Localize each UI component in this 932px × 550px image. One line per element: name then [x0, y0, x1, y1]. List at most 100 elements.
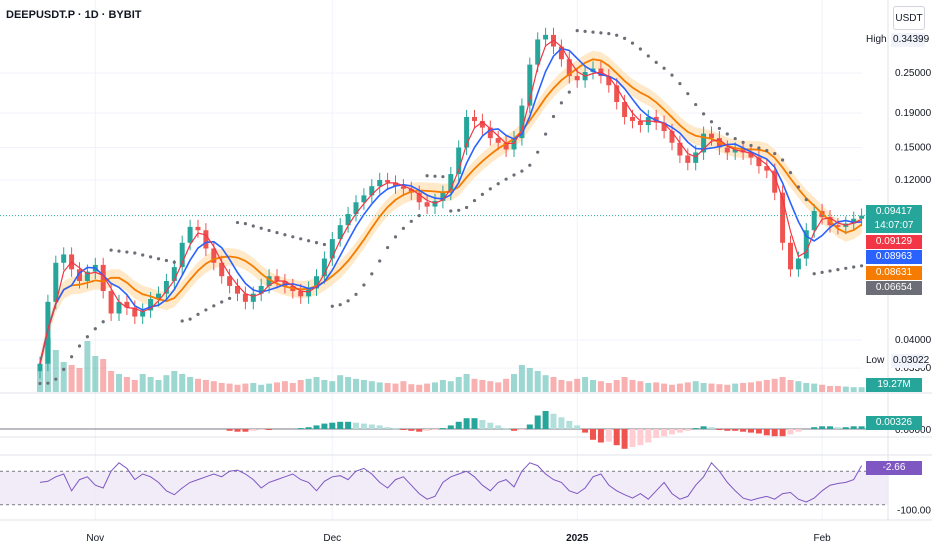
- volume-bar: [811, 383, 818, 392]
- volume-bar: [763, 380, 770, 392]
- volume-bar: [542, 375, 549, 392]
- psar-dot: [433, 174, 437, 178]
- candle-body: [448, 174, 454, 193]
- volume-bar: [803, 383, 810, 392]
- macd-bar: [353, 422, 359, 429]
- psar-dot: [741, 140, 745, 144]
- macd-bar: [597, 429, 604, 443]
- volume-bar: [108, 371, 115, 392]
- macd-bar: [250, 429, 257, 431]
- volume-bar: [732, 383, 739, 392]
- candle-body: [661, 122, 667, 132]
- psar-dot: [378, 259, 382, 263]
- volume-bar: [76, 368, 83, 392]
- volume-bar: [692, 381, 699, 392]
- candle-body: [53, 262, 59, 302]
- macd-bar: [297, 428, 304, 430]
- candle-body: [519, 105, 525, 139]
- macd-bar: [779, 429, 786, 437]
- psar-dot: [749, 143, 753, 148]
- psar-dot: [354, 292, 358, 296]
- macd-bar: [621, 429, 628, 449]
- volume-bar: [479, 380, 486, 392]
- price-tick-label: 0.19000: [895, 108, 932, 119]
- symbol-title[interactable]: DEEPUSDT.P · 1D · BYBIT: [6, 9, 142, 21]
- macd-bar: [590, 429, 596, 440]
- volume-bar: [210, 381, 217, 392]
- candle-body: [630, 116, 635, 121]
- currency-selector[interactable]: USDT: [893, 6, 925, 30]
- candle-body: [37, 363, 43, 372]
- volume-bar: [661, 383, 668, 392]
- candle-body: [140, 310, 146, 317]
- macd-bar: [708, 427, 715, 429]
- volume-bar: [684, 382, 691, 392]
- rsi-line: [39, 461, 863, 503]
- psar-dot: [480, 192, 484, 196]
- volume-bar: [779, 377, 786, 392]
- candle-body: [788, 242, 793, 270]
- psar-dot: [615, 33, 619, 37]
- volume-bar: [850, 387, 857, 392]
- psar-dot: [559, 101, 564, 105]
- psar-dot: [457, 208, 461, 212]
- macd-bar: [455, 421, 462, 429]
- candle-body: [795, 258, 801, 270]
- volume-bar: [187, 377, 194, 392]
- candle-body: [772, 170, 778, 193]
- volume-bar: [202, 380, 209, 392]
- psar-dot: [544, 132, 548, 136]
- volume-bar: [147, 377, 154, 392]
- macd-bar: [748, 429, 754, 433]
- volume-label: 19.27M: [866, 378, 922, 392]
- volume-bar: [582, 377, 589, 392]
- volume-bar: [131, 380, 138, 392]
- volume-bar: [368, 381, 375, 392]
- price-tick-label: 0.12000: [895, 175, 932, 186]
- candle-body: [369, 186, 375, 196]
- candle-body: [408, 188, 414, 193]
- psar-dot: [417, 213, 421, 218]
- psar-dot: [520, 169, 524, 173]
- time-tick-label: 2025: [566, 533, 589, 544]
- macd-bar: [574, 425, 581, 429]
- volume-bar: [827, 386, 833, 392]
- macd-bar: [432, 429, 438, 430]
- price-tick-label: 0.03300: [895, 363, 932, 374]
- candle-body: [479, 120, 485, 128]
- candle-body: [622, 102, 628, 117]
- psar-dot: [133, 251, 137, 255]
- psar-dot: [393, 235, 398, 239]
- volume-bar: [740, 383, 747, 392]
- candle-body: [637, 120, 643, 126]
- macd-bar: [842, 427, 849, 429]
- candle-body: [748, 152, 754, 158]
- macd-bar: [266, 429, 273, 430]
- candle-body: [61, 254, 67, 263]
- psar-dot: [528, 163, 532, 167]
- candle-body: [84, 271, 90, 281]
- macd-bar: [850, 426, 857, 429]
- macd-bar: [629, 429, 636, 447]
- psar-dot: [54, 377, 58, 381]
- macd-bar: [329, 422, 336, 429]
- macd-bar: [740, 429, 747, 432]
- psar-dot: [156, 257, 161, 261]
- volume-bar: [313, 377, 320, 392]
- candle-body: [171, 267, 177, 281]
- macd-bar: [716, 429, 723, 430]
- candle-body: [250, 293, 256, 302]
- psar-dot: [567, 90, 571, 94]
- macd-bar: [763, 429, 770, 436]
- volume-bar: [771, 378, 778, 392]
- psar-dot: [346, 299, 350, 303]
- psar-dot: [38, 381, 42, 386]
- psar-dot: [291, 235, 295, 239]
- macd-bar: [511, 429, 517, 431]
- candle-body: [859, 215, 865, 219]
- psar-dot: [575, 28, 579, 33]
- psar-dot: [77, 344, 82, 348]
- macd-bar: [471, 418, 478, 429]
- psar-dot: [686, 92, 690, 96]
